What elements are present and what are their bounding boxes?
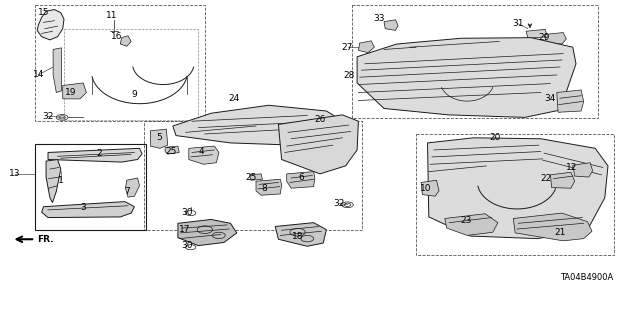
Text: 33: 33	[374, 14, 385, 23]
Text: 30: 30	[182, 241, 193, 250]
Polygon shape	[550, 172, 575, 188]
Text: 13: 13	[9, 169, 20, 178]
Text: 11: 11	[106, 11, 118, 20]
Text: 7: 7	[124, 187, 129, 196]
Text: 34: 34	[545, 94, 556, 103]
Polygon shape	[357, 38, 576, 117]
Text: 23: 23	[460, 216, 472, 225]
Text: 31: 31	[513, 19, 524, 28]
Bar	[416, 134, 614, 255]
Text: 27: 27	[342, 43, 353, 52]
Polygon shape	[287, 172, 315, 188]
Polygon shape	[46, 160, 61, 203]
Text: 32: 32	[333, 199, 345, 208]
Polygon shape	[48, 148, 142, 162]
Polygon shape	[173, 105, 346, 145]
Polygon shape	[256, 179, 282, 195]
Text: 5: 5	[156, 133, 161, 142]
Polygon shape	[165, 146, 179, 154]
Text: 25: 25	[166, 147, 177, 156]
Text: 6: 6	[298, 173, 303, 182]
Text: 20: 20	[489, 133, 500, 142]
Polygon shape	[428, 138, 608, 239]
Polygon shape	[421, 180, 439, 196]
Polygon shape	[275, 223, 326, 246]
Polygon shape	[513, 213, 592, 241]
Text: 29: 29	[538, 33, 550, 42]
Text: 4: 4	[199, 147, 204, 156]
Bar	[144, 121, 362, 230]
Polygon shape	[545, 33, 566, 44]
Text: 25: 25	[246, 173, 257, 182]
Text: 14: 14	[33, 70, 44, 79]
Text: 15: 15	[38, 8, 49, 17]
Polygon shape	[53, 48, 61, 93]
Text: 16: 16	[111, 32, 123, 41]
Text: 12: 12	[566, 163, 577, 172]
Text: 19: 19	[65, 88, 76, 97]
Text: 3: 3	[81, 203, 86, 212]
Bar	[35, 144, 146, 230]
Text: 17: 17	[179, 225, 190, 234]
Polygon shape	[150, 129, 168, 148]
Text: 32: 32	[42, 112, 54, 121]
Polygon shape	[120, 36, 131, 46]
Text: 21: 21	[554, 228, 566, 237]
Text: 18: 18	[292, 232, 303, 241]
Text: 24: 24	[228, 94, 239, 103]
Text: 8: 8	[262, 184, 267, 193]
Polygon shape	[250, 174, 262, 180]
Polygon shape	[445, 214, 498, 235]
Polygon shape	[526, 29, 547, 38]
Text: 22: 22	[540, 174, 552, 182]
Text: 10: 10	[420, 184, 431, 193]
Polygon shape	[557, 90, 584, 112]
Polygon shape	[573, 163, 593, 177]
Text: 30: 30	[182, 208, 193, 217]
Text: 2: 2	[97, 149, 102, 158]
Polygon shape	[42, 202, 134, 218]
Polygon shape	[63, 83, 86, 99]
Polygon shape	[278, 115, 358, 174]
Text: 26: 26	[314, 115, 326, 124]
Text: TA04B4900A: TA04B4900A	[560, 273, 613, 282]
Text: 1: 1	[58, 176, 63, 185]
Polygon shape	[37, 10, 64, 40]
Polygon shape	[178, 219, 237, 246]
Polygon shape	[384, 20, 398, 30]
Bar	[35, 5, 205, 121]
Polygon shape	[125, 178, 140, 197]
Polygon shape	[358, 41, 374, 53]
Polygon shape	[189, 146, 219, 164]
Bar	[352, 5, 598, 118]
Text: 28: 28	[343, 71, 355, 80]
Text: FR.: FR.	[37, 235, 54, 244]
Text: 9: 9	[132, 90, 137, 99]
